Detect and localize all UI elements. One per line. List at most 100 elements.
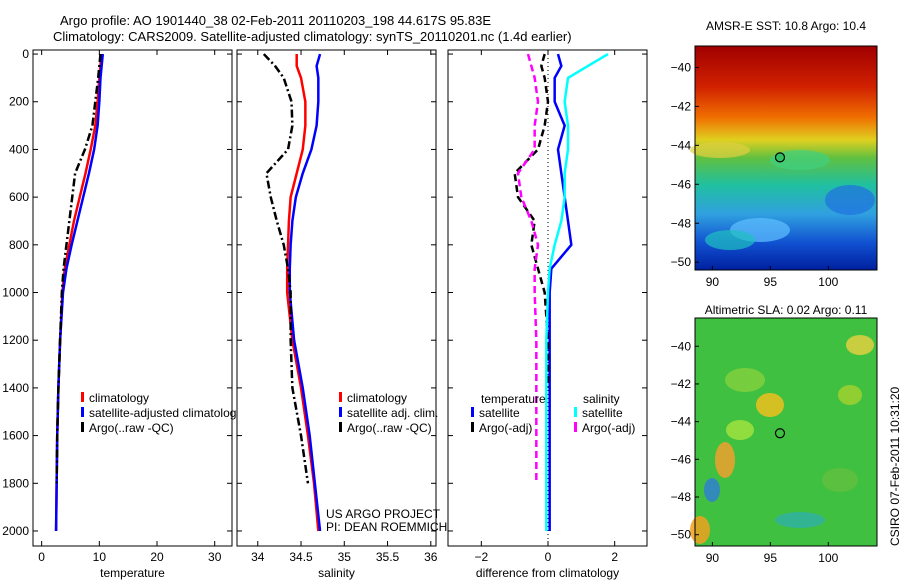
y-tick-label: −46: [671, 177, 692, 191]
float-location-marker: [774, 152, 786, 163]
sla-feature: [726, 420, 754, 440]
map-title: AMSR-E SST: 10.8 Argo: 10.4: [706, 19, 866, 33]
credit-line2: PI: DEAN ROEMMICH: [326, 520, 448, 534]
sla-feature: [838, 385, 862, 405]
legend-label: satellite-adjusted climatology: [89, 406, 242, 420]
legend-heading: temperature: [481, 392, 546, 406]
sla-feature: [756, 393, 784, 417]
sst-feature: [770, 150, 830, 170]
series-line-temperature-argo-adj-: [513, 53, 550, 388]
sla-feature: [704, 478, 720, 502]
y-tick-label: −50: [671, 528, 692, 542]
sst-feature: [705, 230, 755, 250]
series-line-temperature-satellite: [548, 53, 573, 531]
legend-label: climatology: [89, 391, 149, 405]
float-location-marker: [774, 428, 786, 439]
y-tick-label: 2000: [2, 524, 29, 538]
legend-label: satellite: [582, 406, 623, 420]
x-tick-label: 0: [38, 550, 45, 564]
y-tick-label: −42: [671, 99, 692, 113]
x-tick-label: 10: [93, 550, 107, 564]
y-tick-label: 200: [9, 95, 29, 109]
legend-swatch: [471, 407, 474, 417]
series-line-climatology: [285, 54, 320, 532]
y-tick-label: −48: [671, 216, 692, 230]
x-axis-label: difference from climatology: [476, 566, 619, 580]
sla-feature: [775, 512, 825, 528]
sst-feature: [690, 142, 750, 158]
y-tick-label: 400: [9, 142, 29, 156]
y-tick-label: −44: [671, 138, 692, 152]
x-tick-label: 34.5: [289, 550, 313, 564]
legend-swatch: [81, 392, 84, 402]
legend-label: climatology: [347, 391, 407, 405]
sla-feature: [715, 442, 735, 478]
legend-swatch: [471, 422, 474, 432]
y-tick-label: 0: [22, 47, 29, 61]
series-line-salinity-argo-adj-: [516, 53, 540, 484]
y-tick-label: −46: [671, 452, 692, 466]
series-line-argo-raw-qc-: [55, 53, 102, 484]
map-frame: [694, 45, 878, 271]
y-tick-label: −44: [671, 415, 692, 429]
legend-label: Argo(..raw -QC): [89, 421, 174, 435]
legend-swatch: [339, 392, 342, 402]
x-tick-label: 36: [424, 550, 438, 564]
x-tick-label: 34: [251, 550, 265, 564]
legend-label: Argo(-adj): [582, 421, 635, 435]
y-tick-label: 1200: [2, 333, 29, 347]
legend-label: Argo(..raw -QC): [347, 421, 432, 435]
legend-heading: salinity: [583, 392, 620, 406]
legend-swatch: [81, 407, 84, 417]
x-tick-label: 100: [818, 275, 838, 289]
y-tick-label: 600: [9, 190, 29, 204]
y-tick-label: 800: [9, 238, 29, 252]
x-tick-label: 90: [706, 551, 720, 565]
x-tick-label: 95: [764, 551, 778, 565]
footer-timestamp: CSIRO 07-Feb-2011 10:31:20: [888, 386, 900, 546]
y-tick-label: 1600: [2, 429, 29, 443]
sla-feature: [690, 516, 710, 544]
axes-box-1: [236, 49, 437, 547]
legend-swatch: [574, 407, 577, 417]
y-tick-label: 1400: [2, 381, 29, 395]
x-tick-label: 30: [208, 550, 222, 564]
x-tick-label: 0: [545, 550, 552, 564]
y-tick-label: −48: [671, 490, 692, 504]
map-frame: [694, 317, 878, 547]
x-tick-label: −2: [474, 550, 488, 564]
x-axis-label: salinity: [318, 566, 355, 580]
y-tick-label: 1800: [2, 476, 29, 490]
x-tick-label: 20: [150, 550, 164, 564]
legend-swatch: [81, 422, 84, 432]
y-tick-label: −42: [671, 377, 692, 391]
y-tick-label: −50: [671, 255, 692, 269]
y-tick-label: 1000: [2, 286, 29, 300]
x-tick-label: 100: [818, 551, 838, 565]
x-tick-label: 35.5: [376, 550, 400, 564]
series-line-argo-raw-qc-: [262, 53, 310, 484]
sla-field: [695, 318, 877, 546]
y-tick-label: −40: [671, 60, 692, 74]
y-tick-label: −40: [671, 339, 692, 353]
sla-feature: [822, 468, 858, 492]
series-line-salinity-satellite: [545, 52, 609, 531]
credit-line1: US ARGO PROJECT: [326, 507, 441, 521]
sla-feature: [846, 335, 874, 355]
x-tick-label: 90: [706, 275, 720, 289]
legend-label: Argo(-adj): [479, 421, 532, 435]
axes-box-0: [32, 49, 233, 547]
map-title: Altimetric SLA: 0.02 Argo: 0.11: [705, 303, 868, 317]
x-axis-label: temperature: [100, 566, 165, 580]
x-tick-label: 35: [338, 550, 352, 564]
x-tick-label: 95: [764, 275, 778, 289]
legend-swatch: [339, 422, 342, 432]
sla-feature: [725, 368, 765, 392]
sst-feature: [825, 185, 875, 215]
series-line-satellite-adj-clim-: [288, 53, 322, 532]
legend-swatch: [339, 407, 342, 417]
legend-swatch: [574, 422, 577, 432]
title-line1: Argo profile: AO 1901440_38 02-Feb-2011 …: [60, 13, 492, 28]
